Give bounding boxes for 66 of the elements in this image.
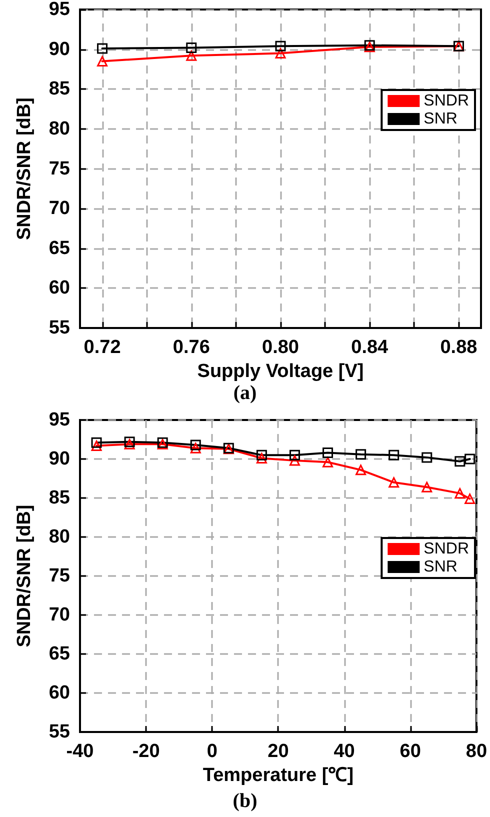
point bbox=[275, 48, 286, 59]
legend-label: SNDR bbox=[424, 92, 470, 110]
y-tick-label: 60 bbox=[48, 682, 70, 704]
x-axis-title: Supply Voltage [V] bbox=[197, 360, 364, 382]
x-tick-label: 0.80 bbox=[262, 337, 299, 358]
x-tick-label: -20 bbox=[132, 741, 160, 762]
point bbox=[256, 450, 267, 460]
x-tick-label: 20 bbox=[268, 741, 289, 762]
point bbox=[322, 456, 334, 468]
y-tick-label: 85 bbox=[48, 78, 70, 100]
point bbox=[186, 42, 197, 53]
text: (a) bbox=[233, 382, 257, 404]
y-tick-label: 95 bbox=[48, 410, 70, 430]
x-tick-label: 0.76 bbox=[172, 337, 210, 358]
point bbox=[91, 437, 102, 448]
point bbox=[256, 452, 267, 464]
y-tick-label: 80 bbox=[48, 118, 70, 140]
point bbox=[422, 452, 432, 463]
x-tick-label: 0.88 bbox=[440, 337, 478, 358]
point bbox=[388, 477, 400, 488]
point bbox=[454, 456, 466, 467]
point bbox=[289, 455, 300, 466]
point bbox=[289, 450, 300, 460]
y-tick-label: 90 bbox=[48, 38, 70, 60]
y-tick-label: 60 bbox=[48, 278, 70, 299]
point bbox=[97, 56, 108, 67]
x-tick-label: 0.72 bbox=[84, 337, 121, 358]
text: (b) bbox=[232, 790, 258, 812]
legend-label: SNDR bbox=[424, 540, 470, 558]
y-tick-label: 55 bbox=[48, 722, 70, 742]
x-tick-label: 40 bbox=[334, 741, 355, 762]
point bbox=[190, 442, 201, 454]
y-axis-title: SNDR/SNR [dB] bbox=[14, 98, 35, 240]
point bbox=[356, 464, 366, 476]
x-tick-label: 0 bbox=[206, 741, 218, 762]
y-tick-label: 90 bbox=[48, 448, 70, 470]
y-axis-title: SNDR/SNR [dB] bbox=[14, 504, 35, 648]
point bbox=[275, 40, 286, 52]
x-tick-label: 80 bbox=[466, 741, 488, 762]
point bbox=[356, 449, 366, 460]
y-tick-label: 80 bbox=[48, 526, 70, 548]
y-tick-label: 95 bbox=[48, 0, 70, 20]
y-tick-label: 65 bbox=[48, 238, 70, 259]
point bbox=[186, 50, 197, 61]
point bbox=[422, 482, 432, 492]
point bbox=[454, 488, 466, 499]
y-tick-label: 75 bbox=[48, 158, 70, 180]
point bbox=[464, 454, 476, 464]
point bbox=[322, 448, 334, 458]
y-tick-label: 55 bbox=[48, 318, 70, 338]
x-axis-title: Temperature [℃] bbox=[202, 764, 354, 786]
y-tick-label: 85 bbox=[48, 488, 70, 508]
y-tick-label: 70 bbox=[48, 604, 70, 626]
x-tick-label: 60 bbox=[400, 741, 421, 762]
x-tick-label: -40 bbox=[66, 741, 94, 762]
point bbox=[464, 494, 476, 504]
point bbox=[91, 440, 102, 451]
legend-label: SNR bbox=[424, 558, 458, 576]
x-tick-label: 0.84 bbox=[351, 337, 389, 358]
point bbox=[388, 450, 400, 460]
y-tick-label: 70 bbox=[48, 198, 70, 220]
point bbox=[97, 43, 108, 54]
y-tick-label: 65 bbox=[48, 644, 70, 664]
point bbox=[190, 440, 201, 450]
legend-label: SNR bbox=[424, 110, 458, 128]
y-tick-label: 75 bbox=[48, 566, 70, 586]
